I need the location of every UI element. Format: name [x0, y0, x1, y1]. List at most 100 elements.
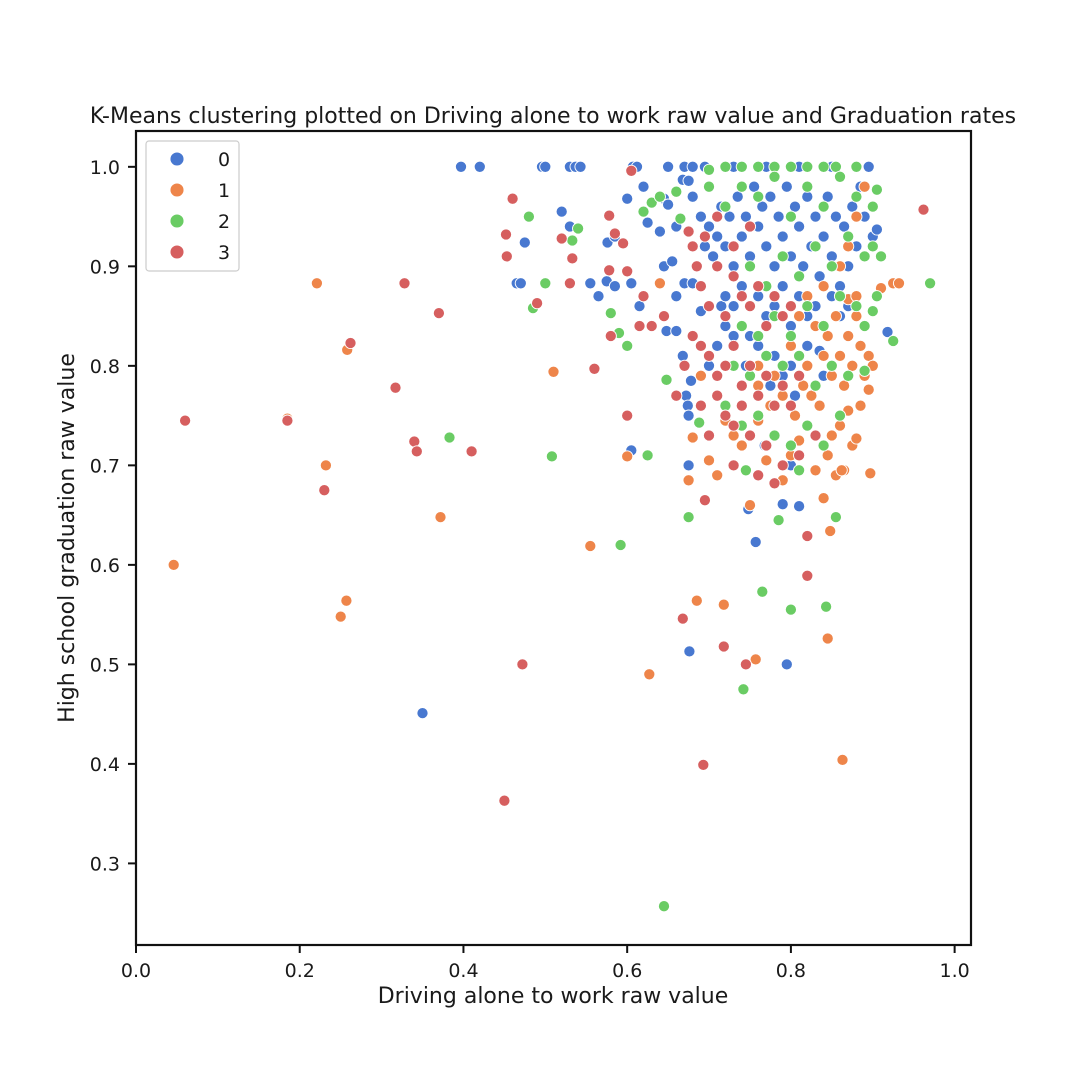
scatter-point: [793, 500, 806, 513]
scatter-point: [682, 225, 695, 238]
scatter-point: [416, 707, 429, 720]
scatter-point: [711, 369, 724, 382]
series-2: [443, 160, 937, 913]
scatter-point: [866, 305, 879, 318]
scatter-point: [887, 334, 900, 348]
scatter-point: [334, 610, 347, 623]
scatter-point: [410, 445, 423, 458]
scatter-point: [776, 379, 789, 392]
scatter-point: [821, 329, 834, 343]
scatter-point: [820, 600, 833, 613]
y-tick-label: 0.9: [90, 256, 120, 278]
scatter-point: [657, 310, 671, 323]
scatter-point: [676, 349, 689, 362]
scatter-point: [686, 240, 699, 253]
scatter-point: [846, 359, 859, 372]
scatter-point: [574, 160, 587, 173]
scatter-point: [694, 399, 707, 412]
scatter-point: [539, 160, 552, 173]
scatter-point: [398, 277, 411, 290]
scatter-point: [760, 240, 773, 253]
scatter-point: [866, 200, 879, 213]
scatter-point: [817, 319, 830, 333]
scatter-point: [829, 310, 842, 323]
series-3: [179, 164, 930, 807]
scatter-point: [776, 310, 789, 323]
scatter-point: [690, 260, 703, 273]
scatter-point: [809, 210, 822, 223]
scatter-point: [768, 399, 781, 412]
scatter-point: [676, 612, 689, 625]
scatter-point: [621, 409, 634, 422]
scatter-point: [584, 277, 597, 290]
scatter-point: [531, 297, 544, 310]
scatter-point: [603, 209, 616, 222]
scatter-point: [514, 277, 527, 290]
scatter-point: [788, 389, 802, 402]
y-tick-label: 1.0: [90, 157, 120, 179]
scatter-point: [793, 220, 806, 233]
scatter-point: [702, 349, 716, 362]
scatter-point: [555, 205, 568, 218]
scatter-point: [711, 389, 724, 402]
scatter-point: [768, 170, 781, 183]
scatter-point: [801, 300, 814, 313]
scatter-point: [408, 435, 421, 448]
legend: 0 1 2 3: [145, 140, 240, 272]
scatter-point: [801, 190, 814, 203]
scatter-point: [858, 364, 871, 377]
scatter-point: [752, 329, 765, 343]
scatter-point: [752, 409, 765, 422]
scatter-point: [768, 290, 781, 303]
scatter-point: [653, 277, 666, 290]
scatter-point: [735, 280, 748, 293]
scatter-point: [711, 339, 724, 352]
scatter-point: [465, 445, 478, 458]
scatter-point: [621, 339, 634, 352]
scatter-point: [760, 454, 773, 467]
scatter-point: [545, 450, 558, 463]
scatter-point: [555, 232, 568, 245]
scatter-point: [780, 658, 793, 671]
scatter-point: [670, 389, 683, 402]
scatter-point: [167, 558, 180, 571]
scatter-point: [756, 585, 769, 598]
scatter-point: [858, 250, 871, 263]
scatter-point: [727, 260, 740, 273]
scatter-point: [711, 230, 724, 243]
scatter-point: [752, 280, 765, 293]
scatter-point: [711, 469, 724, 482]
scatter-point: [653, 190, 666, 203]
scatter-point: [604, 307, 617, 320]
scatter-point: [764, 190, 777, 203]
scatter-point: [817, 439, 830, 452]
scatter-point: [698, 230, 711, 243]
scatter-point: [838, 220, 851, 233]
scatter-point: [506, 192, 519, 205]
scatter-point: [735, 180, 748, 193]
scatter-point: [825, 369, 838, 382]
scatter-point: [776, 280, 789, 293]
scatter-point: [797, 260, 810, 273]
x-tick-label: 0.8: [776, 960, 806, 982]
scatter-point: [842, 230, 855, 243]
scatter-point: [735, 290, 748, 303]
scatter-point: [473, 160, 486, 173]
scatter-point: [809, 429, 822, 442]
scatter-point: [727, 240, 740, 253]
scatter-point: [752, 190, 765, 203]
scatter-point: [870, 290, 883, 303]
scatter-point: [760, 349, 773, 362]
scatter-point: [694, 210, 707, 223]
scatter-point: [662, 160, 675, 173]
scatter-point: [735, 399, 748, 412]
scatter-point: [752, 389, 765, 402]
scatter-point: [776, 230, 789, 243]
scatter-point: [702, 429, 716, 442]
scatter-point: [684, 374, 698, 387]
scatter-point: [563, 277, 576, 290]
scatter-point: [572, 222, 585, 235]
scatter-point: [824, 524, 837, 538]
scatter-point: [854, 399, 867, 412]
